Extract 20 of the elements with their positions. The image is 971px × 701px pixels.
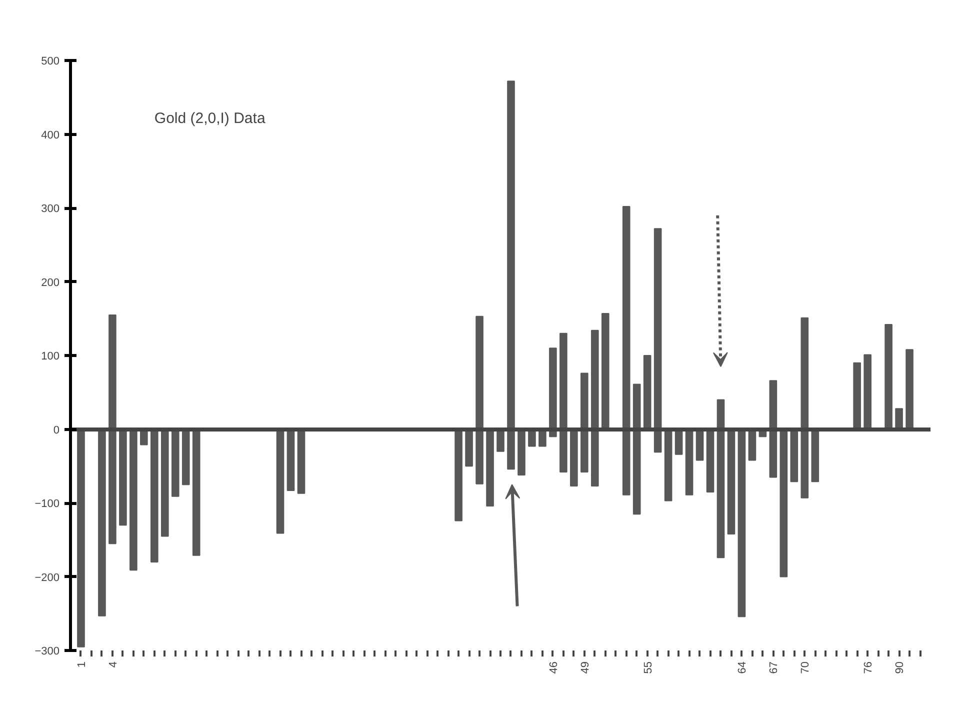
y-tick-label: 300 <box>41 203 60 215</box>
y-tick-label: 200 <box>41 276 60 289</box>
x-tick-label: 55 <box>642 661 654 674</box>
x-tick-label: 67 <box>768 661 780 674</box>
x-tick-label: 64 <box>736 661 749 674</box>
y-tick-label: −200 <box>34 572 60 584</box>
y-tick-label: −100 <box>34 498 60 510</box>
x-tick-label: 49 <box>579 661 592 674</box>
y-tick-label: 100 <box>41 350 60 362</box>
x-tick-label: 70 <box>800 661 812 674</box>
x-tick-label: 76 <box>862 661 875 674</box>
y-tick-label: −300 <box>34 646 60 658</box>
x-tick-label: 90 <box>894 661 906 674</box>
x-tick-label: 1 <box>76 661 88 668</box>
y-tick-label: 0 <box>53 424 60 436</box>
x-tick-label: 46 <box>548 661 560 674</box>
y-tick-label: 400 <box>41 129 60 142</box>
x-tick-label: 4 <box>107 661 120 668</box>
y-tick-label: 500 <box>41 56 60 68</box>
text: Gold (2,0,I) Data <box>154 110 266 127</box>
